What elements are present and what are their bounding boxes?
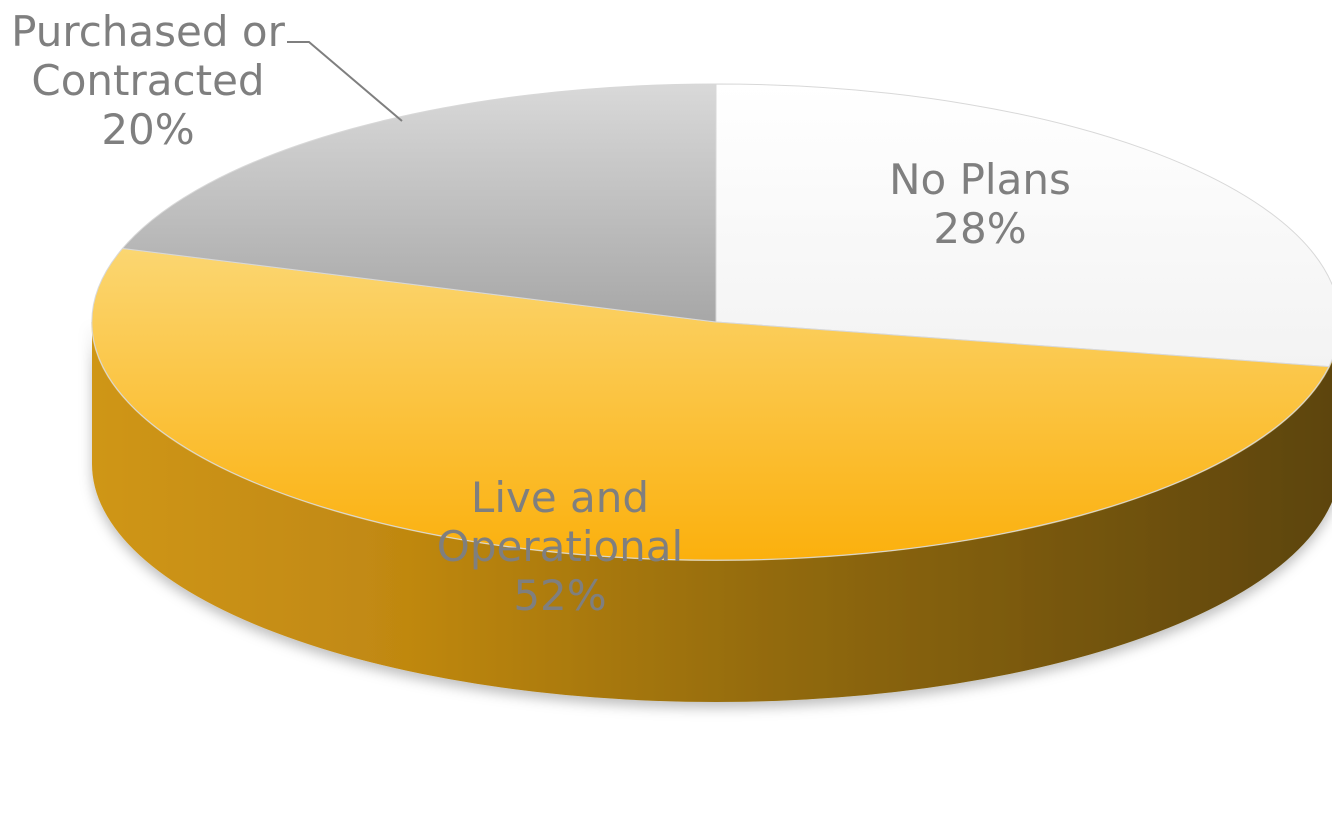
slice-no-plans: [715, 83, 1332, 368]
data-labels: No Plans 28% Live and Operational 52% Purchas…: [11, 7, 1071, 620]
label-percent: 20%: [101, 105, 194, 154]
pie-slices: [91, 83, 1332, 561]
label-text-line: Purchased or: [11, 7, 285, 56]
pie-side-wall: [92, 322, 1332, 702]
slice-live-and-operational: [91, 247, 1330, 561]
label-text-line: Contracted: [31, 56, 264, 105]
data-label-no-plans: No Plans 28%: [889, 155, 1071, 253]
label-text-line: Operational: [437, 522, 683, 571]
label-percent: 28%: [933, 204, 1026, 253]
leader-line-purchased: [287, 41, 403, 122]
label-text-line: Live and: [471, 473, 649, 522]
label-text-line: No Plans: [889, 155, 1071, 204]
data-label-live-and-operational: Live and Operational 52%: [437, 473, 683, 620]
slice-purchased-or-contracted: [121, 83, 717, 323]
data-label-purchased-or-contracted: Purchased or Contracted 20%: [11, 7, 285, 154]
label-percent: 52%: [513, 571, 606, 620]
